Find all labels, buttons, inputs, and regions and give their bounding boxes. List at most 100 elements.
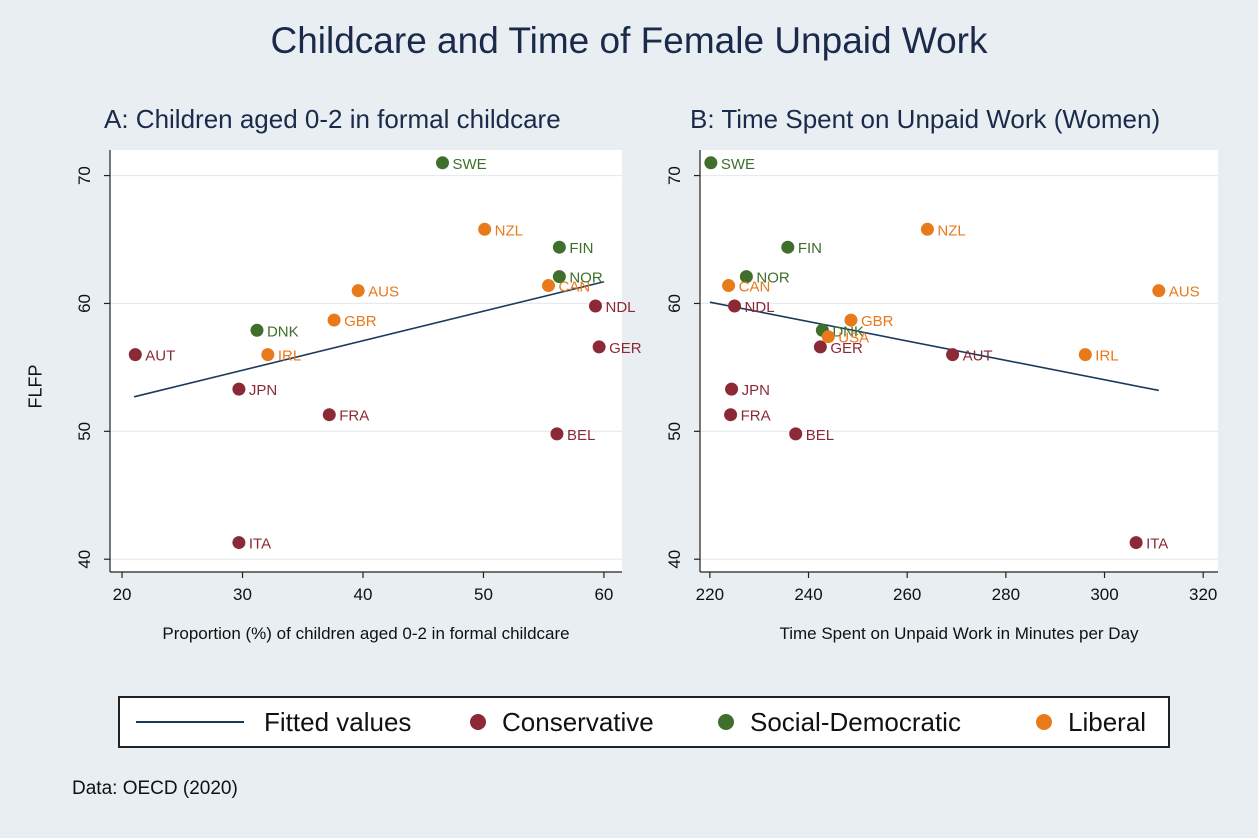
legend-item-fitted: Fitted values: [136, 698, 411, 746]
panel-b-x-tick-label-240: 240: [794, 585, 822, 604]
panel-b-point-can: [722, 279, 736, 293]
panel-a-y-axis-label: FLFP: [25, 364, 46, 409]
panel-a-title: A: Children aged 0-2 in formal childcare: [104, 104, 561, 134]
legend-socdem-label: Social-Democratic: [750, 706, 961, 737]
legend-item-socdem: Social-Democratic: [718, 698, 961, 746]
panel-a-point-ndl: [588, 299, 602, 313]
panel-a-x-tick-label-30: 30: [233, 585, 252, 604]
panel-a-point-ita: [232, 536, 246, 550]
source-note: Data: OECD (2020): [72, 778, 238, 799]
panel-b-point-label-can: CAN: [739, 279, 771, 296]
panel-b-point-label-aut: AUT: [963, 348, 993, 365]
panel-a-point-label-jpn: JPN: [249, 382, 277, 399]
panel-b-point-label-ger: GER: [830, 340, 863, 357]
panel-b-x-axis-label: Time Spent on Unpaid Work in Minutes per…: [779, 624, 1139, 643]
panel-b-point-nor: [739, 270, 753, 284]
panel-a-point-irl: [261, 348, 275, 362]
panel-a-point-label-fin: FIN: [569, 240, 593, 257]
panel-b-point-label-swe: SWE: [721, 156, 755, 173]
panel-b-fitted-line: [709, 301, 1159, 392]
panel-a-point-nor: [552, 270, 566, 284]
panel-a-x-tick-label-60: 60: [594, 585, 613, 604]
panel-a-x-tick-label-20: 20: [113, 585, 132, 604]
panel-b-point-swe: [704, 156, 718, 170]
panel-b-point-label-jpn: JPN: [742, 382, 770, 399]
panel-b-point-label-ndl: NDL: [745, 299, 775, 316]
panel-b-point-label-gbr: GBR: [861, 313, 894, 330]
panel-a-x-axis-label: Proportion (%) of children aged 0-2 in f…: [162, 624, 570, 643]
panel-b-x-tick-label-260: 260: [893, 585, 921, 604]
panel-b-x-tick-label-220: 220: [696, 585, 724, 604]
panel-a-y-tick-label-50: 50: [75, 422, 94, 441]
legend-conservative-label: Conservative: [502, 706, 654, 737]
legend-conservative-swatch: [470, 714, 486, 730]
panel-b-point-label-nzl: NZL: [937, 222, 965, 239]
panel-a-point-label-gbr: GBR: [344, 313, 377, 330]
legend-socdem-swatch: [718, 714, 734, 730]
panel-b-x-tick-label-280: 280: [992, 585, 1020, 604]
panel-a-x-tick-label-50: 50: [474, 585, 493, 604]
legend-liberal-swatch: [1036, 714, 1052, 730]
panel-b-point-ita: [1129, 536, 1143, 550]
panel-a-y-tick-label-70: 70: [75, 166, 94, 185]
panel-b-point-bel: [789, 427, 803, 441]
panel-a-point-fra: [322, 408, 336, 422]
panel-a-point-aus: [351, 284, 365, 298]
panel-a-point-ger: [592, 340, 606, 354]
panel-b-point-gbr: [844, 313, 858, 327]
panel-b-point-label-aus: AUS: [1169, 284, 1200, 301]
legend-item-liberal: Liberal: [1036, 698, 1146, 746]
panel-a-point-label-irl: IRL: [278, 348, 301, 365]
panel-a-point-can: [542, 279, 556, 293]
panel-b-point-label-bel: BEL: [806, 427, 834, 444]
panel-b-title: B: Time Spent on Unpaid Work (Women): [690, 104, 1161, 134]
panel-b-point-label-irl: IRL: [1095, 348, 1118, 365]
panel-b-point-irl: [1078, 348, 1092, 362]
panel-a-point-label-dnk: DNK: [267, 323, 299, 340]
legend-fitted-label: Fitted values: [264, 706, 412, 737]
panel-a-point-label-can: CAN: [559, 279, 591, 296]
panel-a-point-jpn: [232, 382, 246, 396]
main-title: Childcare and Time of Female Unpaid Work: [270, 20, 988, 61]
panel-a-point-label-ita: ITA: [249, 536, 271, 553]
legend: Fitted values Conservative Social-Democr…: [118, 696, 1170, 748]
panel-b-point-label-usa: USA: [838, 330, 869, 347]
panel-b-point-fin: [781, 240, 795, 254]
panel-b-point-label-dnk: DNK: [832, 323, 864, 340]
panel-a-point-nzl: [478, 222, 492, 236]
panel-a-point-fin: [552, 240, 566, 254]
panel-a-point-bel: [550, 427, 564, 441]
panel-b-point-fra: [724, 408, 738, 422]
panel-b-x-tick-label-300: 300: [1090, 585, 1118, 604]
panel-b-point-nzl: [920, 222, 934, 236]
panel-b-point-label-nor: NOR: [756, 270, 790, 287]
panel-a-point-label-bel: BEL: [567, 427, 595, 444]
panel-b-point-ndl: [728, 299, 742, 313]
panel-b-point-ger: [813, 340, 827, 354]
panel-b-y-tick-label-60: 60: [665, 294, 684, 313]
panel-a-point-label-aus: AUS: [368, 284, 399, 301]
panel-a-point-label-nzl: NZL: [495, 222, 523, 239]
panel-a-fitted-line: [133, 280, 605, 398]
legend-liberal-label: Liberal: [1068, 706, 1147, 737]
panel-b-y-tick-label-50: 50: [665, 422, 684, 441]
panel-b-point-aus: [1152, 284, 1166, 298]
panel-a-point-label-swe: SWE: [452, 156, 486, 173]
panel-a-y-tick-label-60: 60: [75, 294, 94, 313]
panel-a-point-label-fra: FRA: [339, 408, 369, 425]
panel-b-x-tick-label-320: 320: [1189, 585, 1217, 604]
panel-a-point-swe: [435, 156, 449, 170]
panel-a-point-label-aut: AUT: [145, 348, 175, 365]
panel-b-point-aut: [946, 348, 960, 362]
panel-a-plot-area: [110, 150, 622, 572]
legend-item-conservative: Conservative: [470, 698, 654, 746]
panel-a-point-label-nor: NOR: [569, 270, 603, 287]
panel-b-plot-area: [700, 150, 1218, 572]
panel-b-point-jpn: [725, 382, 739, 396]
panel-b-y-tick-label-70: 70: [665, 166, 684, 185]
panel-a-point-aut: [128, 348, 142, 362]
panel-b-point-label-fin: FIN: [798, 240, 822, 257]
